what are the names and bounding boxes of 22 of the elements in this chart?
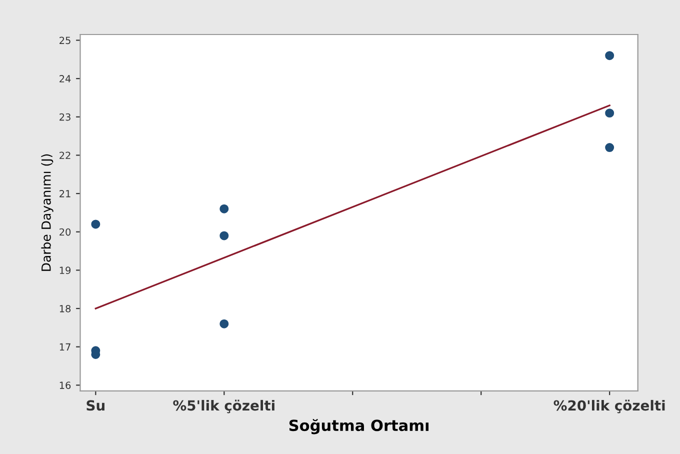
point	[220, 319, 229, 328]
x-tick-label: %20'lik çözelti	[554, 400, 665, 414]
point	[220, 204, 229, 214]
y-tick-label: 22	[60, 152, 70, 159]
y-tick-label: 24	[60, 75, 71, 82]
y-tick-label: 25	[60, 36, 70, 44]
point	[91, 220, 100, 229]
y-tick-label: 23	[60, 113, 70, 121]
x-axis-title: Soğutma Ortamı	[289, 418, 428, 434]
y-tick-label: 19	[60, 266, 71, 274]
y-tick-label: 20	[60, 228, 71, 236]
y-tick-label: 18	[60, 304, 71, 312]
y-tick-label: 21	[60, 190, 70, 198]
point	[220, 231, 229, 240]
x-tick-label: %5'lik çözelti	[173, 400, 274, 414]
y-axis-title: Darbe Dayanımı (J)	[41, 154, 54, 271]
y-tick-label: 16	[60, 382, 71, 389]
x-tick-label: Su	[86, 400, 104, 411]
y-tick-label: 17	[60, 343, 70, 351]
point	[605, 51, 614, 60]
point	[605, 108, 614, 118]
point	[605, 143, 614, 152]
